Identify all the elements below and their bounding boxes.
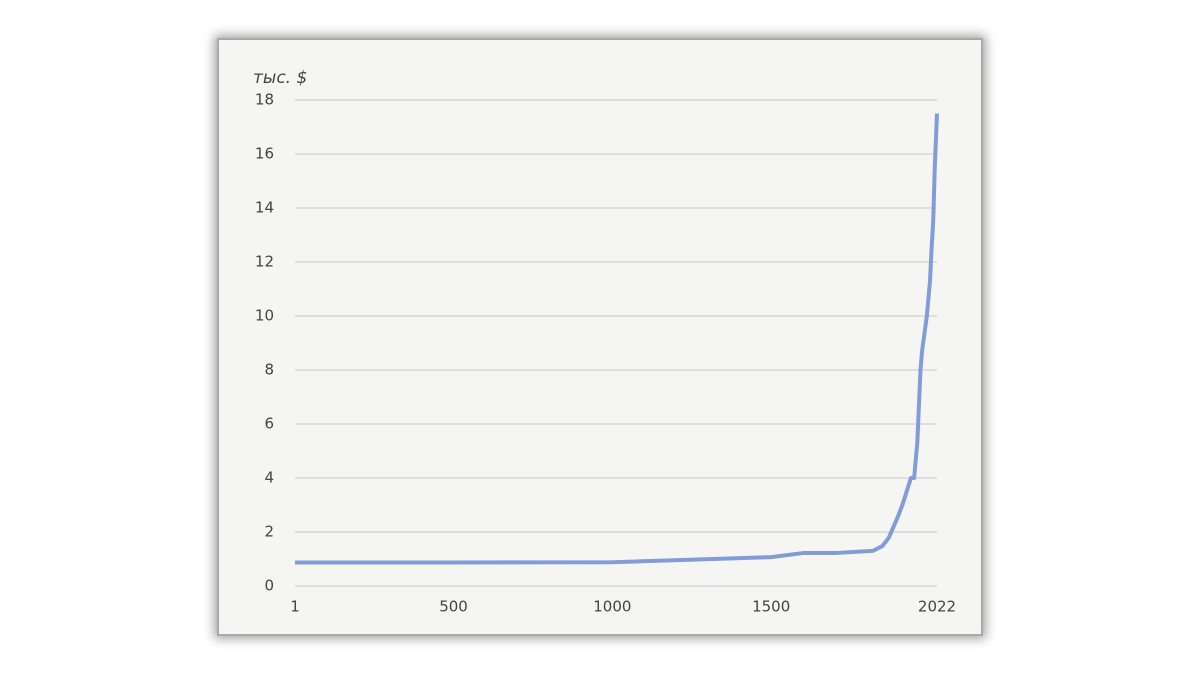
y-tick-label: 0 — [264, 577, 274, 595]
x-tick-label: 1 — [290, 598, 300, 616]
chart-frame — [217, 38, 983, 636]
y-tick-label: 10 — [255, 307, 274, 325]
y-tick-label: 16 — [255, 145, 274, 163]
x-tick-label: 1000 — [593, 598, 631, 616]
y-tick-label: 2 — [264, 523, 274, 541]
y-tick-label: 6 — [264, 415, 274, 433]
x-tick-label: 2022 — [918, 598, 956, 616]
y-tick-label: 12 — [255, 253, 274, 271]
x-tick-label: 1500 — [752, 598, 790, 616]
y-tick-label: 4 — [264, 469, 274, 487]
y-tick-label: 18 — [255, 91, 274, 109]
y-tick-label: 14 — [255, 199, 274, 217]
x-tick-label: 500 — [439, 598, 468, 616]
y-tick-label: 8 — [264, 361, 274, 379]
data-line — [295, 113, 939, 565]
y-axis-label: тыс. $ — [253, 68, 307, 88]
